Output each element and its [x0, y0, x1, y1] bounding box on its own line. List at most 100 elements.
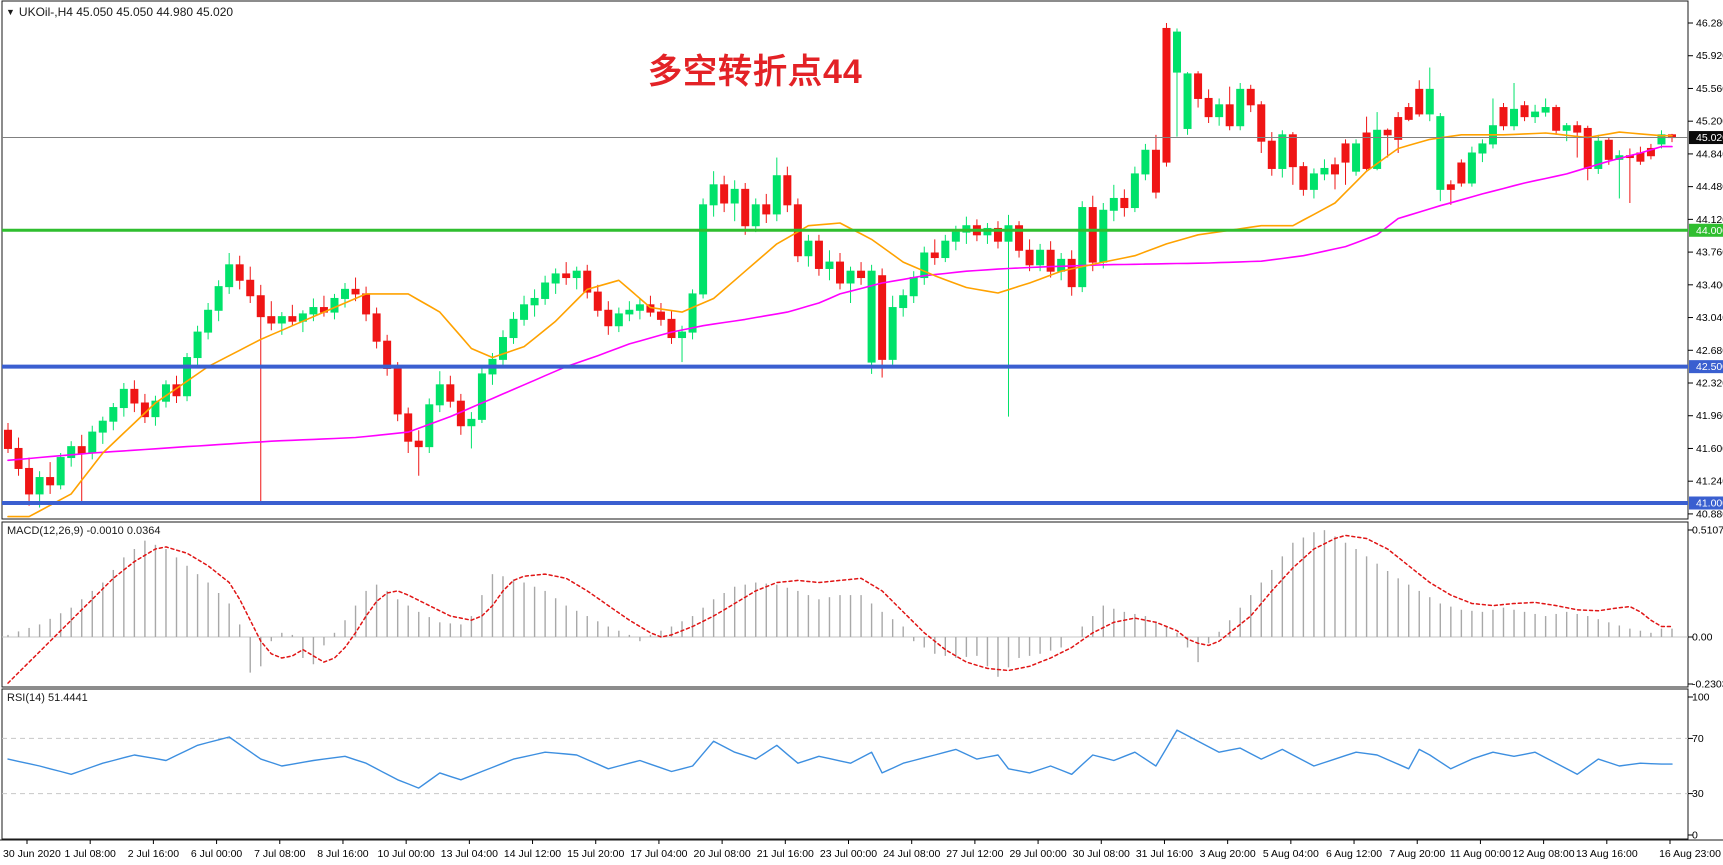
candle [930, 252, 939, 259]
candle [1320, 167, 1329, 175]
candle [1141, 149, 1150, 175]
candle [899, 295, 908, 309]
candle [920, 252, 929, 279]
candle [867, 270, 876, 363]
candle [1078, 207, 1087, 288]
time-axis-label: 27 Jul 12:00 [946, 848, 1003, 860]
rsi-panel-frame[interactable] [1, 688, 1689, 840]
price-box-value: 42.500 [1696, 361, 1723, 373]
candle [225, 264, 234, 288]
candle [530, 297, 539, 306]
time-axis-label: 30 Jun 2020 [3, 848, 61, 860]
time-axis-label: 11 Aug 00:00 [1450, 848, 1511, 860]
candle [1004, 225, 1013, 242]
candle [888, 307, 897, 360]
price-axis-label: 44.840 [1696, 148, 1723, 160]
candle [1373, 129, 1382, 169]
candle [1067, 258, 1076, 288]
candle [1362, 132, 1371, 169]
candle [909, 277, 918, 297]
candle [362, 293, 371, 315]
symbol-ohlc-text: UKOil-,H4 45.050 45.050 44.980 45.020 [18, 5, 234, 19]
candle [1215, 104, 1224, 118]
candle [751, 204, 760, 227]
candle [857, 270, 866, 279]
candle [836, 261, 844, 284]
candle [1383, 129, 1392, 136]
time-axis-label: 24 Jul 08:00 [883, 848, 940, 860]
candle [825, 261, 834, 269]
candle [814, 240, 823, 269]
candle [256, 295, 265, 318]
candle [130, 388, 139, 404]
candle [161, 384, 170, 402]
candle [98, 420, 107, 433]
candle [846, 270, 855, 284]
candle [193, 331, 202, 359]
candle [56, 457, 65, 486]
price-axis-label: 44.120 [1696, 214, 1723, 226]
chart-annotation-text: 多空转折点44 [648, 53, 863, 91]
candle [1151, 149, 1160, 193]
candle [477, 373, 486, 420]
main-panel-frame[interactable] [1, 0, 1689, 520]
candle [35, 477, 44, 495]
price-axis-label: 43.400 [1696, 279, 1723, 291]
time-axis-label: 10 Jul 00:00 [378, 848, 435, 860]
ma-mid-magenta [7, 145, 1673, 462]
candle [1604, 139, 1613, 160]
candle [1099, 209, 1108, 263]
candle [1457, 162, 1466, 184]
candle [1109, 197, 1118, 211]
candle [1415, 88, 1424, 115]
candle [372, 313, 381, 342]
candle [1288, 134, 1297, 168]
time-axis-label: 20 Jul 08:00 [694, 848, 751, 860]
candle [414, 440, 423, 448]
candle [67, 446, 76, 459]
time-axis-label: 1 Jul 08:00 [65, 848, 117, 860]
candle [1183, 73, 1192, 129]
candle [214, 286, 223, 311]
candle [1657, 134, 1666, 145]
candle [151, 400, 160, 418]
candle [699, 204, 708, 295]
candle [1541, 107, 1550, 113]
candle [1531, 111, 1540, 118]
candle [277, 316, 286, 324]
time-axis-label: 8 Jul 16:00 [317, 848, 369, 860]
candle [467, 418, 476, 427]
price-axis-label: 43.040 [1696, 312, 1723, 324]
candle [709, 184, 718, 206]
price-axis-label: 45.920 [1696, 50, 1723, 62]
candle [762, 204, 771, 215]
time-axis-label: 13 Aug 16:00 [1576, 848, 1638, 860]
time-axis-label: 7 Aug 20:00 [1389, 848, 1445, 860]
candle [77, 446, 86, 454]
candle [1257, 104, 1266, 142]
time-axis-label: 7 Jul 08:00 [254, 848, 306, 860]
price-axis-label: 45.200 [1696, 116, 1723, 128]
macd-axis-label: -0.2303 [1692, 679, 1723, 691]
time-axis-label: 6 Aug 12:00 [1326, 848, 1382, 860]
candle [572, 270, 581, 279]
candle [1404, 107, 1413, 120]
time-axis-label: 5 Aug 04:00 [1263, 848, 1319, 860]
candle [562, 273, 571, 279]
candle [330, 297, 339, 313]
candle [1088, 207, 1097, 263]
candle [267, 316, 276, 324]
candle [1278, 134, 1287, 169]
symbol-dropdown-icon[interactable]: ▼ [6, 7, 15, 17]
time-axis-label: 13 Jul 04:00 [441, 848, 498, 860]
macd-panel-frame[interactable] [1, 521, 1689, 688]
candle [183, 357, 192, 397]
candle [614, 313, 623, 327]
candle [1236, 88, 1245, 127]
candle [404, 413, 413, 442]
candle [46, 477, 55, 486]
candle [1436, 116, 1445, 190]
candle [88, 431, 97, 454]
